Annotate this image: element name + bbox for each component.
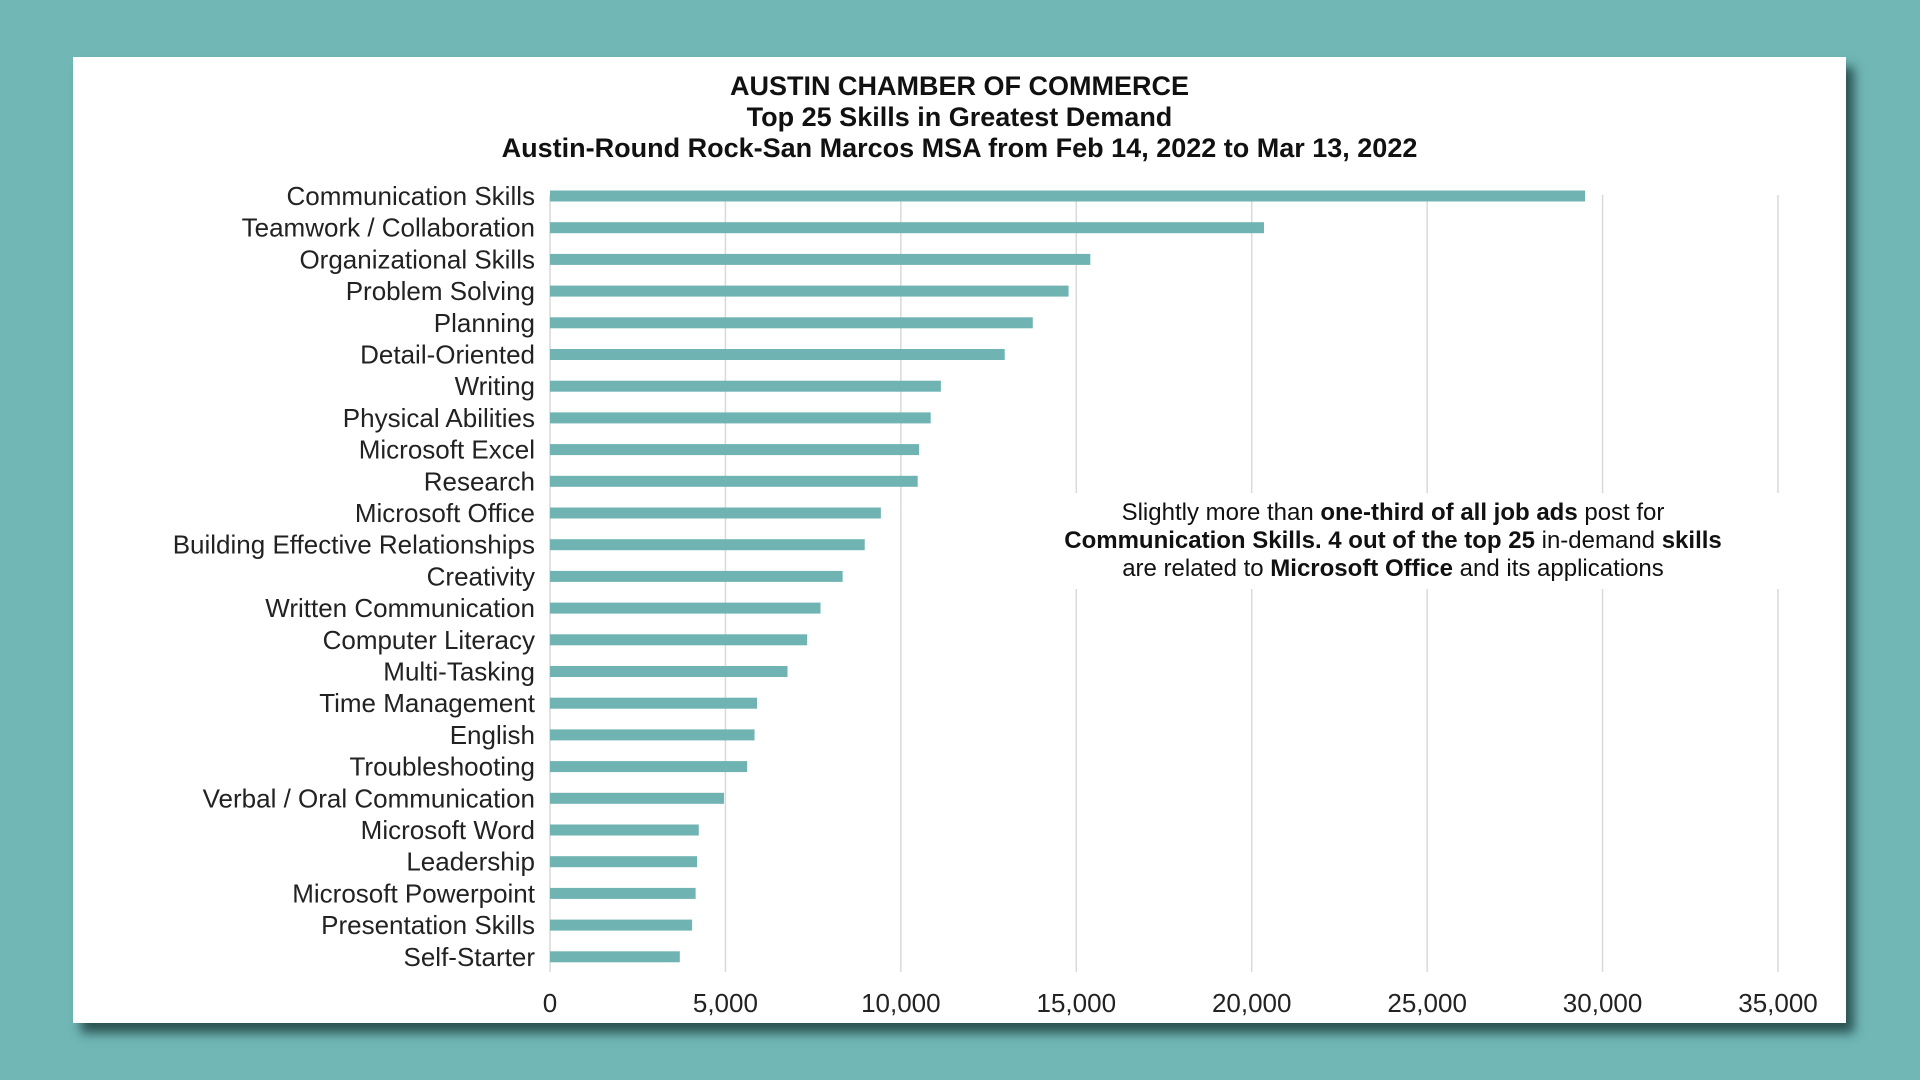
category-label: English	[450, 720, 535, 750]
category-label: Communication Skills	[286, 181, 535, 211]
chart-subtitle-date-range: Austin-Round Rock-San Marcos MSA from Fe…	[501, 133, 1418, 163]
bar	[550, 824, 699, 836]
category-label: Microsoft Powerpoint	[292, 878, 536, 908]
bar	[550, 444, 920, 456]
bar	[550, 729, 755, 741]
bar	[550, 602, 821, 614]
x-tick-label: 35,000	[1738, 988, 1818, 1018]
chart-annotation: Slightly more than one-third of all job …	[993, 493, 1793, 589]
bar	[550, 856, 698, 868]
x-tick-label: 30,000	[1563, 988, 1643, 1018]
category-label: Presentation Skills	[321, 910, 535, 940]
bar	[550, 570, 843, 582]
bar	[550, 285, 1069, 297]
category-label: Research	[424, 466, 535, 496]
chart-subtitle: Top 25 Skills in Greatest Demand	[746, 102, 1173, 132]
category-label: Computer Literacy	[323, 625, 535, 655]
bar	[550, 919, 693, 931]
annotation-text: are related to	[1122, 555, 1271, 582]
category-label: Microsoft Word	[361, 815, 535, 845]
category-label: Creativity	[427, 561, 535, 591]
category-label: Problem Solving	[346, 276, 535, 306]
bar	[550, 761, 748, 773]
category-label: Written Communication	[265, 593, 535, 623]
annotation-bold-text: Microsoft Office	[1270, 555, 1453, 582]
bar	[550, 951, 680, 963]
category-label: Organizational Skills	[299, 244, 535, 274]
category-label: Building Effective Relationships	[173, 530, 535, 560]
bar	[550, 697, 758, 709]
category-label: Microsoft Excel	[359, 435, 535, 465]
bar	[550, 253, 1091, 265]
x-tick-label: 10,000	[861, 988, 941, 1018]
bar	[550, 539, 865, 551]
category-label: Writing	[455, 371, 535, 401]
bar	[550, 792, 725, 804]
category-label: Leadership	[406, 847, 535, 877]
bar	[550, 507, 881, 519]
category-label: Multi-Tasking	[383, 657, 535, 687]
annotation-text: post for	[1577, 499, 1665, 526]
category-label: Troubleshooting	[350, 752, 536, 782]
category-label: Detail-Oriented	[360, 340, 535, 370]
bar	[550, 634, 808, 646]
bar	[550, 475, 918, 487]
category-label: Self-Starter	[404, 942, 536, 972]
chart-titles: AUSTIN CHAMBER OF COMMERCE Top 25 Skills…	[73, 71, 1846, 164]
annotation-bold-text: Communication Skills. 4 out of the top 2…	[1064, 527, 1535, 554]
annotation-text: and its applications	[1452, 555, 1664, 582]
annotation-text: Slightly more than	[1121, 499, 1321, 526]
category-label: Teamwork / Collaboration	[242, 213, 535, 243]
x-tick-label: 0	[543, 988, 557, 1018]
category-label: Planning	[434, 308, 535, 338]
annotation-bold-text: skills	[1661, 527, 1722, 554]
x-tick-label: 5,000	[693, 988, 758, 1018]
bar-chart: 0 5,000 10,000 15,000 20,000 25,000 30,000 35,0…	[173, 181, 1818, 1018]
x-tick-label: 20,000	[1212, 988, 1292, 1018]
category-label: Microsoft Office	[355, 498, 535, 528]
bar	[550, 317, 1033, 329]
chart-card: 0 5,000 10,000 15,000 20,000 25,000 30,000 35,0…	[73, 57, 1846, 1023]
category-label: Verbal / Oral Communication	[203, 783, 535, 813]
category-label: Physical Abilities	[343, 403, 535, 433]
bar	[550, 190, 1586, 202]
bar	[550, 380, 941, 392]
bar	[550, 887, 696, 899]
annotation-text: in-demand	[1534, 527, 1662, 554]
bar	[550, 412, 931, 424]
bar	[550, 349, 1005, 360]
chart-title: AUSTIN CHAMBER OF COMMERCE	[730, 71, 1189, 101]
bar	[550, 666, 788, 677]
x-tick-label: 15,000	[1037, 988, 1117, 1018]
annotation-bold-text: one-third of all job ads	[1320, 499, 1578, 526]
bar	[550, 222, 1264, 234]
x-tick-label: 25,000	[1387, 988, 1467, 1018]
category-label: Time Management	[319, 688, 536, 718]
